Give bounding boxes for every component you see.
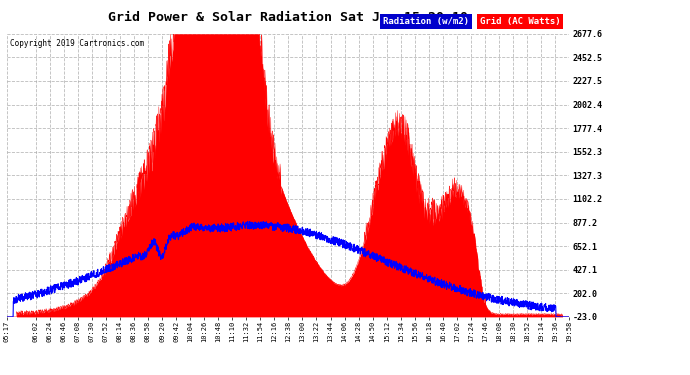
- Text: Grid Power & Solar Radiation Sat Jun 15 20:10: Grid Power & Solar Radiation Sat Jun 15 …: [108, 11, 468, 24]
- Text: Radiation (w/m2): Radiation (w/m2): [383, 17, 469, 26]
- Text: Copyright 2019 Cartronics.com: Copyright 2019 Cartronics.com: [10, 39, 144, 48]
- Text: Grid (AC Watts): Grid (AC Watts): [480, 17, 560, 26]
